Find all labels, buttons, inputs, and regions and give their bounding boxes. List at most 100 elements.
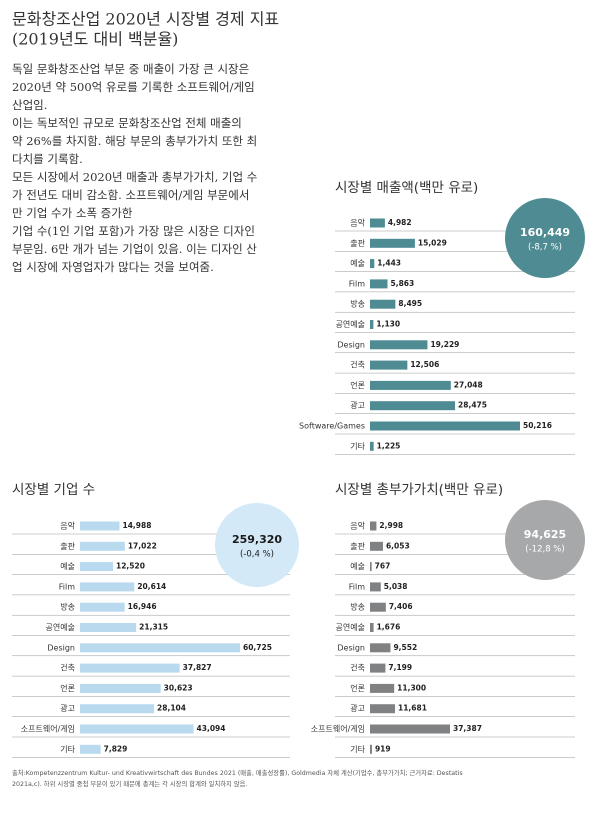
category-label: 음악 [60, 521, 75, 531]
bar [370, 340, 428, 350]
category-label: Software/Games [299, 422, 365, 431]
bar [80, 582, 135, 592]
value-label: 14,988 [122, 521, 151, 530]
total-change: (-12,8 %) [525, 545, 564, 555]
value-label: 43,094 [197, 724, 226, 733]
bar [370, 441, 374, 451]
value-label: 7,406 [389, 602, 413, 611]
bar [370, 360, 408, 370]
bar [370, 320, 374, 329]
value-label: 5,863 [391, 279, 415, 288]
category-label: 건축 [60, 663, 75, 673]
body-line: 모든 시장에서 2020년 매출과 총부가가치, 기업 수 [12, 170, 257, 184]
subtitle: (2019년도 대비 백분율) [12, 30, 178, 49]
bar [370, 421, 520, 431]
value-label: 28,475 [458, 401, 487, 410]
value-label: 27,048 [454, 380, 483, 389]
value-label: 919 [375, 744, 391, 753]
bar [80, 623, 137, 632]
bar [370, 582, 381, 592]
category-label: 공연예술 [46, 622, 75, 632]
bar [80, 704, 155, 714]
value-label: 30,623 [164, 683, 193, 692]
category-label: 언론 [60, 683, 75, 693]
value-label: 8,495 [398, 299, 422, 308]
total-badge [505, 500, 585, 580]
category-label: 언론 [350, 683, 365, 693]
category-label: 공연예술 [336, 319, 365, 329]
bar [370, 238, 415, 248]
category-label: 소프트웨어/게임 [311, 724, 365, 734]
category-label: 방송 [350, 602, 365, 612]
bar [370, 218, 385, 228]
value-label: 50,216 [523, 421, 552, 430]
chart-title: 시장별 매출액(백만 유로) [335, 180, 478, 196]
bar [370, 562, 372, 572]
body-line: 다치를 기록함. [12, 152, 83, 166]
value-label: 11,681 [398, 704, 427, 713]
category-label: 기타 [350, 442, 365, 451]
category-label: 건축 [350, 360, 365, 370]
total-change: (-0,4 %) [240, 550, 274, 560]
chart-title: 시장별 총부가가치(백만 유로) [335, 482, 503, 498]
category-label: 기타 [60, 745, 75, 754]
category-label: 소프트웨어/게임 [21, 724, 75, 734]
bar [80, 744, 101, 754]
value-label: 12,506 [410, 360, 439, 369]
bar [80, 683, 161, 693]
value-label: 5,038 [384, 582, 408, 591]
body-line: 부문임. 6만 개가 넘는 기업이 있음. 이는 디자인 산 [12, 242, 257, 256]
value-label: 1,443 [377, 259, 401, 268]
value-label: 9,552 [393, 643, 417, 652]
bar [80, 643, 240, 653]
value-label: 37,387 [453, 724, 482, 733]
total-badge [505, 198, 585, 278]
bar [370, 541, 383, 551]
total-value: 94,625 [524, 528, 566, 541]
bar [80, 602, 125, 612]
category-label: 출판 [60, 541, 75, 551]
category-label: 광고 [350, 400, 365, 410]
category-label: Design [47, 643, 75, 652]
title: 문화창조산업 2020년 시장별 경제 지표 [12, 10, 279, 29]
category-label: 예술 [350, 561, 365, 571]
body-line: 이는 독보적인 규모로 문화창조산업 전체 매출의 [12, 116, 242, 130]
bar [370, 663, 386, 673]
bar [370, 259, 375, 269]
value-label: 7,199 [388, 663, 412, 672]
total-badge [215, 503, 299, 587]
bar [370, 643, 391, 653]
body-line: 만 기업 수가 소폭 증가한 [12, 206, 133, 220]
bar [370, 521, 377, 531]
value-label: 7,829 [104, 744, 128, 753]
value-label: 15,029 [418, 238, 447, 247]
category-label: 예술 [60, 561, 75, 571]
category-label: 방송 [60, 602, 75, 612]
category-label: 광고 [350, 703, 365, 713]
bar [370, 299, 396, 309]
value-label: 21,315 [139, 623, 168, 632]
category-label: 예술 [350, 258, 365, 268]
value-label: 19,229 [430, 340, 459, 349]
body-line: 기업 수(1인 기업 포함)가 가장 많은 시장은 디자인 [12, 224, 255, 238]
body-line: 가 전년도 대비 감소함. 소프트웨어/게임 부문에서 [12, 188, 249, 202]
value-label: 1,676 [377, 623, 401, 632]
bar [370, 744, 372, 754]
category-label: Design [337, 340, 365, 349]
category-label: 건축 [350, 663, 365, 673]
total-value: 160,449 [520, 226, 570, 239]
category-label: 출판 [350, 238, 365, 248]
bar [80, 663, 180, 673]
body-line: 산업임. [12, 98, 47, 112]
value-label: 37,827 [183, 663, 212, 672]
value-label: 11,300 [397, 683, 426, 692]
total-change: (-8,7 %) [528, 243, 562, 253]
value-label: 60,725 [243, 643, 272, 652]
category-label: Design [337, 643, 365, 652]
category-label: Film [349, 582, 365, 591]
bar [370, 623, 374, 632]
body-line: 독일 문화창조산업 부문 중 매출이 가장 큰 시장은 [12, 62, 249, 76]
total-value: 259,320 [232, 533, 282, 546]
